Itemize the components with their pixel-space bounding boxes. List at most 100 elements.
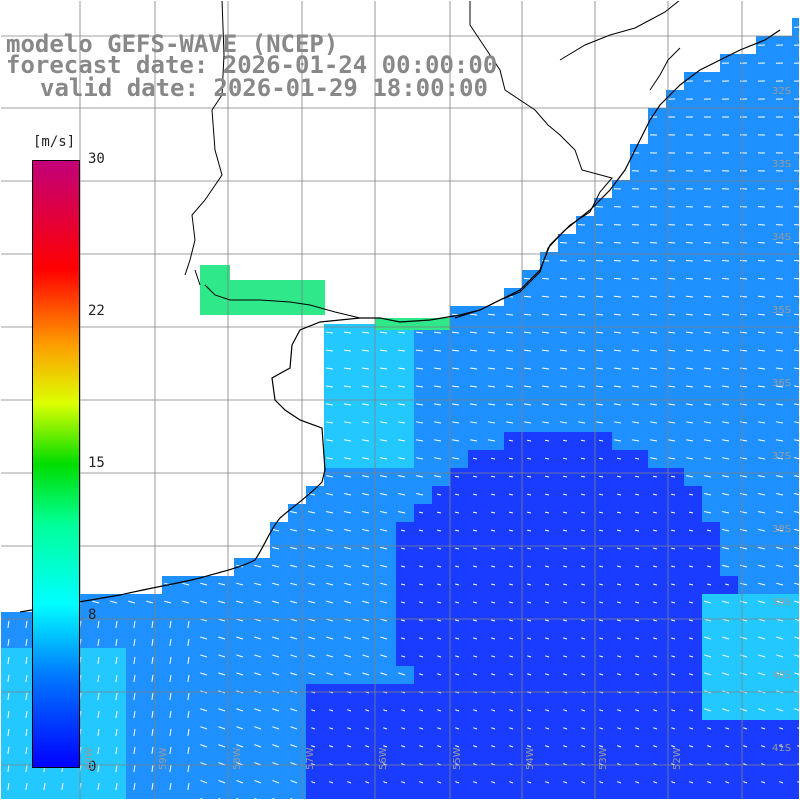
wind-vector xyxy=(545,673,550,676)
wind-vector xyxy=(491,637,496,640)
wind-vector xyxy=(133,656,136,664)
wind-vector xyxy=(704,672,712,676)
wind-vector xyxy=(236,636,244,640)
wind-vector xyxy=(598,457,604,460)
wind-vector xyxy=(290,762,298,766)
wind-vector xyxy=(218,582,226,586)
wind-vector xyxy=(685,259,694,262)
wind-vector xyxy=(617,619,622,622)
wind-vector xyxy=(599,601,604,604)
wind-vector xyxy=(635,565,640,568)
wind-vector xyxy=(509,583,514,586)
wind-vector xyxy=(527,601,532,604)
wind-vector xyxy=(115,656,118,664)
wind-vector xyxy=(169,710,172,718)
wind-vector xyxy=(25,728,28,736)
wind-vector xyxy=(613,295,622,298)
wind-vector xyxy=(365,781,370,784)
wind-vector xyxy=(416,421,424,424)
wind-vector xyxy=(182,582,190,586)
wind-vector xyxy=(419,673,424,676)
wind-vector xyxy=(326,439,334,442)
wind-vector xyxy=(416,493,424,496)
wind-vector xyxy=(634,547,640,550)
wind-vector xyxy=(454,511,460,514)
wind-vector xyxy=(437,709,442,712)
wind-vector xyxy=(634,529,640,532)
wind-vector xyxy=(236,726,244,730)
wind-vector xyxy=(526,493,532,496)
wind-vector xyxy=(397,331,406,334)
colorbar-tick-0: 0 xyxy=(88,759,97,775)
wind-cell xyxy=(540,792,558,800)
wind-vector xyxy=(595,331,604,334)
wind-vector xyxy=(97,710,100,718)
wind-vector xyxy=(218,672,226,676)
wind-vector xyxy=(452,439,460,442)
wind-vector xyxy=(416,457,424,460)
wind-vector xyxy=(326,654,334,658)
wind-vector xyxy=(653,583,658,586)
wind-vector xyxy=(472,511,478,514)
wind-vector xyxy=(254,654,262,658)
wind-vector xyxy=(329,781,334,784)
wind-vector xyxy=(670,547,676,550)
wind-vector xyxy=(362,546,370,550)
wind-vector xyxy=(254,726,262,730)
wind-cell xyxy=(792,720,800,738)
wind-vector xyxy=(437,601,442,604)
wind-vector xyxy=(758,564,766,568)
wind-vector xyxy=(311,745,316,748)
wind-vector xyxy=(187,674,190,682)
wind-vector xyxy=(509,637,514,640)
wind-vector xyxy=(686,403,694,406)
wind-vector xyxy=(686,421,694,424)
wind-vector xyxy=(526,475,532,478)
wind-vector xyxy=(472,457,478,460)
wind-vector xyxy=(527,781,532,784)
wind-vector xyxy=(200,780,208,784)
wind-cell xyxy=(792,450,800,468)
wind-cell xyxy=(792,630,800,648)
wind-vector xyxy=(721,349,730,352)
wind-vector xyxy=(146,600,154,604)
wind-vector xyxy=(686,457,694,460)
wind-vector xyxy=(472,529,478,532)
wind-vector xyxy=(704,510,712,514)
wind-vector xyxy=(473,637,478,640)
wind-vector xyxy=(491,601,496,604)
wind-vector xyxy=(707,745,712,748)
wind-vector xyxy=(290,564,298,568)
wind-vector xyxy=(490,547,496,550)
latitude-label: 37S xyxy=(772,451,792,462)
wind-vector xyxy=(562,475,568,478)
wind-vector xyxy=(398,403,406,406)
wind-vector xyxy=(631,331,640,334)
wind-vector xyxy=(506,403,514,406)
wind-vector xyxy=(290,780,298,784)
wind-vector xyxy=(455,601,460,604)
wind-vector xyxy=(236,600,244,604)
wind-vector xyxy=(401,565,406,568)
wind-cell xyxy=(792,558,800,576)
wind-vector xyxy=(311,709,316,712)
wind-vector xyxy=(577,331,586,334)
wind-vector xyxy=(740,421,748,424)
wind-cell xyxy=(36,792,54,800)
wind-vector xyxy=(688,529,694,532)
wind-vector xyxy=(380,672,388,676)
wind-vector xyxy=(380,439,388,442)
wind-vector xyxy=(722,528,730,532)
wind-vector xyxy=(25,764,28,772)
wind-cell xyxy=(792,306,800,324)
wind-vector xyxy=(634,457,640,460)
wind-vector xyxy=(743,745,748,748)
wind-vector xyxy=(562,511,568,514)
wind-vector xyxy=(595,313,604,316)
wind-cell xyxy=(720,792,738,800)
wind-vector xyxy=(418,511,424,514)
wind-vector xyxy=(398,493,406,496)
wind-vector xyxy=(703,367,712,370)
wind-cell xyxy=(792,486,800,504)
wind-vector xyxy=(776,672,784,676)
